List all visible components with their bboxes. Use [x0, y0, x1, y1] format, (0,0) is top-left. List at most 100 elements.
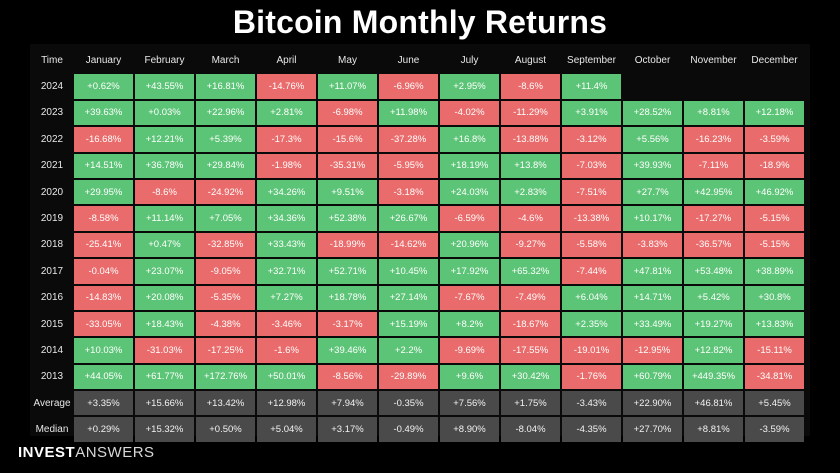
- return-cell: +0.03%: [135, 100, 194, 126]
- return-cell: +9.6%: [440, 364, 499, 390]
- return-cell: -5.58%: [562, 232, 621, 258]
- return-cell: +24.03%: [440, 179, 499, 205]
- year-row: 2022 -16.68% +12.21% +5.39% -17.3% -15.6% -37.…: [32, 127, 804, 152]
- return-cell: -12.95%: [623, 338, 682, 363]
- stat-cell: -4.35%: [562, 417, 621, 442]
- return-cell: -1.6%: [257, 338, 316, 363]
- empty-cell: [623, 74, 682, 98]
- stat-cell: +5.45%: [745, 391, 804, 416]
- stat-cell: -3.59%: [745, 417, 804, 442]
- return-cell: -15.11%: [745, 338, 804, 363]
- return-cell: +34.36%: [257, 206, 316, 231]
- return-cell: -7.51%: [562, 179, 621, 205]
- year-label: 2023: [40, 107, 64, 119]
- return-cell: +10.17%: [623, 206, 682, 231]
- return-cell: +39.93%: [623, 153, 682, 178]
- year-label: 2015: [40, 318, 64, 330]
- return-cell: +33.43%: [257, 232, 316, 258]
- stat-cell: +46.81%: [684, 391, 743, 416]
- year-label: 2022: [40, 133, 64, 145]
- return-cell: -24.92%: [196, 179, 255, 205]
- return-cell: +5.39%: [196, 127, 255, 152]
- return-cell: +30.42%: [501, 364, 560, 390]
- return-cell: -7.49%: [501, 285, 560, 310]
- stat-cell: +5.04%: [257, 417, 316, 442]
- year-row: 2021 +14.51% +36.78% +29.84% -1.98% -35.31% -5…: [32, 153, 804, 178]
- return-cell: +36.78%: [135, 153, 194, 178]
- return-cell: -33.05%: [74, 311, 133, 337]
- stat-row: Median +0.29% +15.32% +0.50% +5.04% +3.17% -0.…: [32, 417, 804, 442]
- return-cell: +23.07%: [135, 259, 194, 284]
- return-cell: -17.27%: [684, 206, 743, 231]
- return-cell: +65.32%: [501, 259, 560, 284]
- return-cell: -6.96%: [379, 74, 438, 99]
- stat-label: Average: [33, 397, 71, 409]
- return-cell: +2.2%: [379, 338, 438, 363]
- month-header: May: [338, 54, 357, 66]
- month-header: January: [85, 54, 122, 66]
- return-cell: -3.83%: [623, 232, 682, 258]
- return-cell: +53.48%: [684, 259, 743, 284]
- return-cell: -17.25%: [196, 338, 255, 363]
- return-cell: +5.42%: [684, 285, 743, 310]
- return-cell: +17.92%: [440, 259, 499, 284]
- return-cell: +44.05%: [74, 364, 133, 390]
- stat-cell: -0.35%: [379, 391, 438, 416]
- return-cell: -4.6%: [501, 206, 560, 231]
- brand-part-2: ANSWERS: [75, 444, 155, 461]
- return-cell: -15.6%: [318, 127, 377, 152]
- return-cell: -8.6%: [501, 74, 560, 99]
- return-cell: -7.03%: [562, 153, 621, 178]
- stat-cell: +3.35%: [74, 391, 133, 416]
- return-cell: +47.81%: [623, 259, 682, 284]
- stat-cell: +12.98%: [257, 391, 316, 416]
- return-cell: -36.57%: [684, 232, 743, 258]
- return-cell: -16.23%: [684, 127, 743, 152]
- year-label: 2020: [40, 186, 64, 198]
- return-cell: +39.63%: [74, 100, 133, 126]
- return-cell: +10.45%: [379, 259, 438, 284]
- return-cell: -19.01%: [562, 338, 621, 363]
- return-cell: +172.76%: [196, 364, 255, 390]
- return-cell: -3.12%: [562, 127, 621, 152]
- brand-logo: INVESTANSWERS: [18, 444, 155, 461]
- month-header: April: [276, 54, 297, 66]
- stat-cell: +22.90%: [623, 391, 682, 416]
- year-label: 2017: [40, 265, 64, 277]
- return-cell: -9.05%: [196, 259, 255, 284]
- brand-part-1: INVEST: [18, 444, 76, 461]
- return-cell: -7.67%: [440, 285, 499, 310]
- month-header: December: [751, 54, 798, 66]
- return-cell: -0.04%: [74, 259, 133, 284]
- return-cell: +9.51%: [318, 179, 377, 205]
- header-row: Time January February March April May Ju…: [32, 48, 804, 72]
- return-cell: -8.56%: [318, 364, 377, 390]
- return-cell: +10.03%: [74, 338, 133, 363]
- return-cell: +449.35%: [684, 364, 743, 390]
- stat-cell: +0.50%: [196, 417, 255, 442]
- return-cell: +29.84%: [196, 153, 255, 178]
- return-cell: +12.82%: [684, 338, 743, 363]
- return-cell: -14.83%: [74, 285, 133, 310]
- return-cell: +11.07%: [318, 74, 377, 99]
- return-cell: -13.88%: [501, 127, 560, 152]
- return-cell: +11.98%: [379, 100, 438, 126]
- return-cell: -7.44%: [562, 259, 621, 284]
- stat-cell: +13.42%: [196, 391, 255, 416]
- return-cell: +16.81%: [196, 74, 255, 99]
- return-cell: -18.99%: [318, 232, 377, 258]
- month-header: October: [634, 54, 671, 66]
- return-cell: -6.98%: [318, 100, 377, 126]
- return-cell: +32.71%: [257, 259, 316, 284]
- return-cell: +8.2%: [440, 311, 499, 337]
- return-cell: -5.15%: [745, 206, 804, 231]
- return-cell: +11.4%: [562, 74, 621, 99]
- return-cell: +7.27%: [257, 285, 316, 310]
- return-cell: +18.19%: [440, 153, 499, 178]
- return-cell: -3.18%: [379, 179, 438, 205]
- return-cell: -8.58%: [74, 206, 133, 231]
- stat-cell: +27.70%: [623, 417, 682, 442]
- return-cell: +34.26%: [257, 179, 316, 205]
- month-header: March: [211, 54, 240, 66]
- empty-cell: [684, 74, 743, 98]
